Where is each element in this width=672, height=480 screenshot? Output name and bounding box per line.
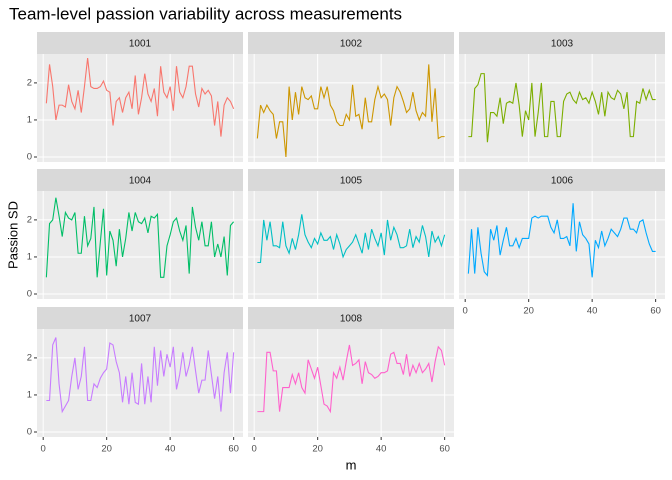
series-line: [45, 58, 235, 137]
x-tick-label: 20: [101, 444, 112, 455]
y-tick-label: 1: [27, 114, 32, 125]
strip-label: 1006: [551, 176, 574, 187]
facet-panel: 1006 0 20 40 60: [459, 169, 665, 317]
strip-label: 1002: [340, 39, 363, 50]
y-tick-label: 1: [27, 389, 32, 400]
strip-background: [248, 307, 454, 329]
y-tick-label: 0: [27, 152, 32, 163]
x-tick-label: 40: [587, 306, 598, 317]
strip-label: 1005: [340, 176, 363, 187]
series-line: [257, 214, 446, 264]
panel-background: [248, 191, 454, 299]
strip-background: [37, 307, 243, 329]
series-line: [467, 203, 656, 278]
series-line: [468, 73, 656, 143]
strip-background: [37, 169, 243, 191]
x-tick-label: 0: [252, 444, 257, 455]
x-tick-label: 60: [228, 444, 239, 455]
y-tick-label: 2: [27, 352, 32, 363]
panel-background: [459, 54, 665, 162]
facet-panel: 1003: [459, 32, 665, 162]
facet-panel: 1004 0 1 2: [27, 169, 243, 300]
y-tick-label: 0: [27, 427, 32, 438]
facet-panel: 1001 0 1 2: [27, 32, 243, 163]
strip-background: [459, 32, 665, 54]
series-line: [256, 64, 445, 158]
x-tick-label: 60: [439, 444, 450, 455]
y-axis-label: Passion SD: [5, 201, 20, 269]
strip-background: [248, 169, 454, 191]
x-tick-label: 40: [376, 444, 387, 455]
y-tick-label: 2: [27, 214, 32, 225]
facet-panel: 1002: [248, 32, 454, 162]
y-tick-label: 1: [27, 251, 32, 262]
series-line: [46, 337, 235, 414]
panel-background: [37, 191, 243, 299]
strip-label: 1003: [551, 39, 574, 50]
chart-title: Team-level passion variability across me…: [9, 4, 402, 23]
strip-label: 1004: [129, 176, 152, 187]
strip-background: [459, 169, 665, 191]
series-line: [45, 197, 235, 278]
strip-background: [37, 32, 243, 54]
facet-panel: 1005: [248, 169, 454, 299]
x-tick-label: 60: [650, 306, 661, 317]
strip-label: 1008: [340, 314, 363, 325]
series-line: [257, 344, 446, 414]
x-tick-label: 0: [463, 306, 468, 317]
y-tick-label: 0: [27, 289, 32, 300]
x-tick-label: 20: [523, 306, 534, 317]
panel-background: [459, 191, 665, 299]
x-tick-label: 20: [312, 444, 323, 455]
strip-background: [248, 32, 454, 54]
x-axis-label: m: [346, 457, 357, 472]
panel-background: [248, 329, 454, 437]
y-tick-label: 2: [27, 77, 32, 88]
facet-panel: 1008 0 20 40 60: [248, 307, 454, 455]
x-tick-label: 40: [165, 444, 176, 455]
strip-label: 1007: [129, 314, 152, 325]
x-tick-label: 0: [41, 444, 46, 455]
strip-label: 1001: [129, 39, 152, 50]
